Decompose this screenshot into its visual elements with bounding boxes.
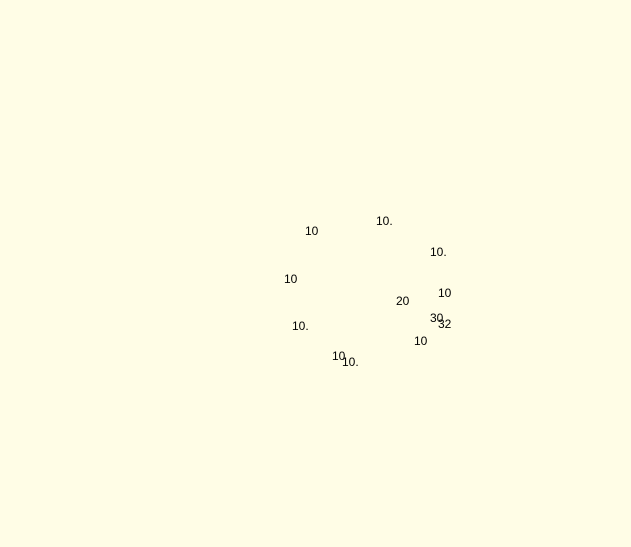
annotation: 20 <box>396 294 410 308</box>
annotation: 10. <box>292 319 309 333</box>
annotation: 10 <box>305 224 319 238</box>
annotation: 10. <box>430 245 447 259</box>
annotation: 32 <box>438 317 452 331</box>
annotation: 10 <box>438 286 452 300</box>
annotation: 10. <box>376 214 393 228</box>
annotation: 10 <box>332 349 346 363</box>
annotation: 10. <box>342 355 359 369</box>
annotation: 30 <box>430 311 444 325</box>
annotation: 10 <box>284 272 298 286</box>
annotation: 10 <box>414 334 428 348</box>
